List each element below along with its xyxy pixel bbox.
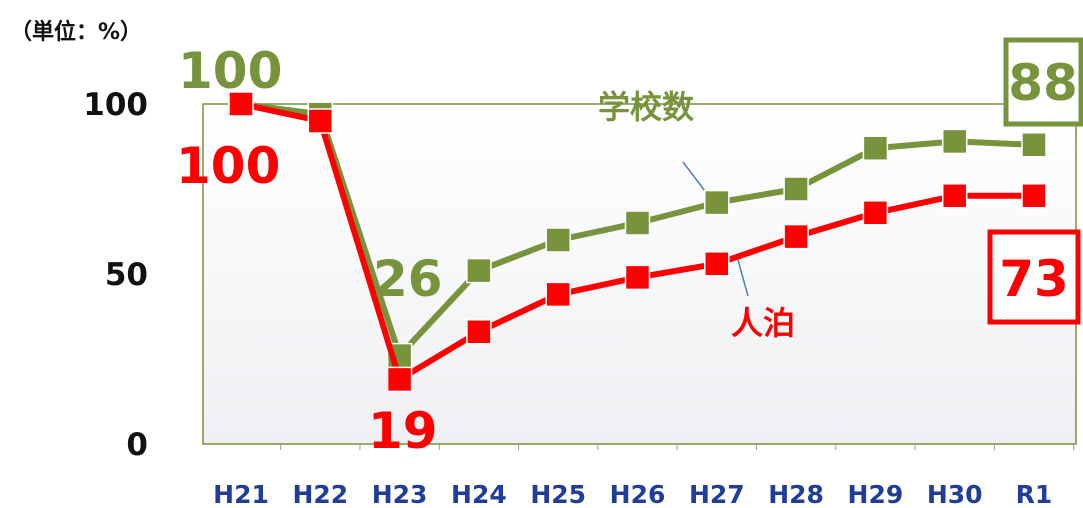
data-label-stay-start: 100 <box>176 137 280 195</box>
data-point-school <box>783 176 809 202</box>
data-label-box-school-end <box>1003 37 1083 127</box>
x-tick-label: H22 <box>292 480 348 508</box>
x-tick-label: H24 <box>451 480 507 508</box>
x-tick-label: H25 <box>530 480 586 508</box>
data-point-school <box>704 189 730 216</box>
data-label-school-min: 26 <box>373 250 443 308</box>
x-tick-label: H27 <box>689 480 745 508</box>
data-point-school <box>545 227 571 253</box>
x-tick-label: H29 <box>848 480 904 508</box>
data-point-stay <box>545 281 571 308</box>
data-point-stay <box>704 251 730 277</box>
x-tick-label: H28 <box>768 480 824 508</box>
data-point-stay <box>307 108 334 134</box>
data-point-school <box>1021 132 1047 158</box>
data-label-school-start: 100 <box>178 42 282 100</box>
data-label-stay-min: 19 <box>368 402 438 460</box>
data-point-school <box>466 257 492 284</box>
data-point-stay <box>1021 183 1047 209</box>
x-tick-label: H23 <box>372 480 428 508</box>
x-tick-label: H26 <box>610 480 666 508</box>
y-tick-label: 50 <box>105 257 148 293</box>
data-point-stay <box>466 319 492 345</box>
data-point-school <box>862 135 889 161</box>
data-point-stay <box>228 91 254 117</box>
data-point-stay <box>862 200 889 226</box>
x-tick-label: H21 <box>213 480 269 508</box>
data-point-stay <box>783 223 809 250</box>
unit-label: （単位：%） <box>10 20 143 45</box>
data-label-box-stay-end <box>987 229 1081 325</box>
data-point-school <box>941 128 968 155</box>
data-label-stay-end: 73 <box>999 250 1069 308</box>
series-label-school: 学校数 <box>598 88 695 126</box>
x-tick-label: R1 <box>1016 480 1053 508</box>
data-point-stay <box>624 264 651 291</box>
data-point-school <box>624 210 651 236</box>
y-tick-label: 100 <box>83 87 148 123</box>
series-label-leader-stay <box>737 259 749 297</box>
data-label-school-end: 88 <box>1008 54 1078 112</box>
y-tick-label: 0 <box>126 427 148 463</box>
series-label-stay: 人泊 <box>731 304 795 342</box>
data-point-stay <box>386 366 413 393</box>
data-point-stay <box>941 183 968 209</box>
x-tick-label: H30 <box>927 480 983 508</box>
